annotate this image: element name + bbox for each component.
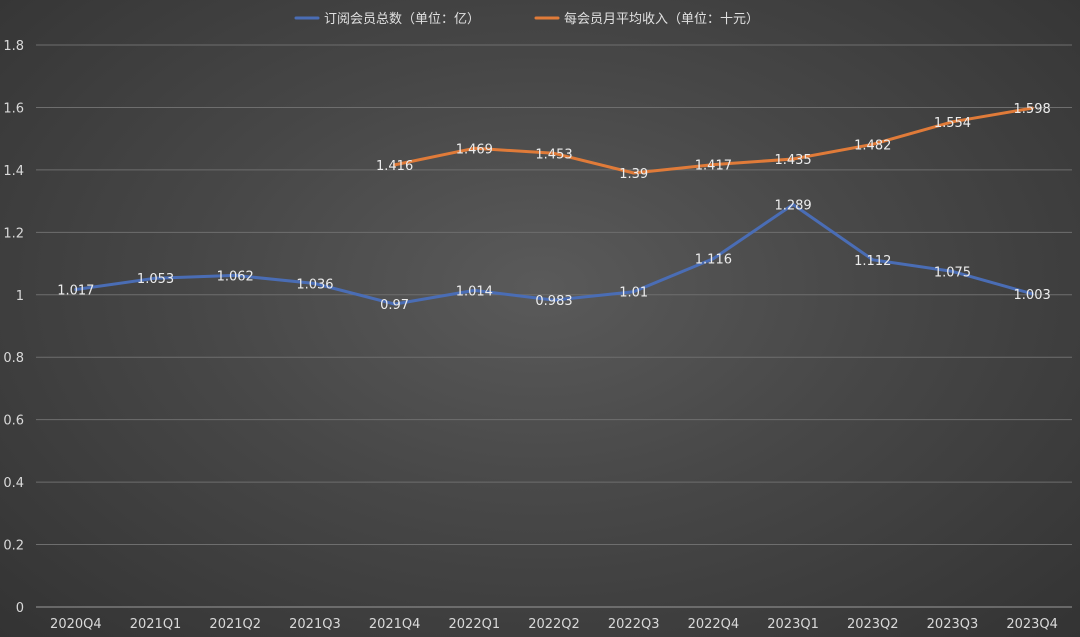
data-label: 1.39 — [619, 167, 648, 182]
data-label: 1.482 — [854, 138, 891, 153]
data-label: 1.554 — [934, 116, 971, 131]
series-point-1 — [472, 146, 476, 150]
series-point-0 — [950, 269, 954, 273]
y-tick-label: 0 — [16, 601, 24, 616]
x-tick-label: 2021Q3 — [289, 617, 341, 632]
y-tick-label: 1.6 — [3, 101, 24, 116]
data-label: 1.289 — [774, 199, 811, 214]
series-point-0 — [154, 276, 158, 280]
y-tick-label: 1.4 — [3, 164, 24, 179]
data-label: 1.053 — [137, 272, 174, 287]
series-point-1 — [950, 120, 954, 124]
series-point-0 — [74, 287, 78, 291]
y-tick-label: 1.8 — [3, 39, 24, 54]
legend-label-0: 订阅会员总数（单位：亿） — [324, 12, 480, 27]
data-label: 1.598 — [1014, 102, 1051, 117]
series-point-0 — [871, 258, 875, 262]
x-tick-label: 2023Q1 — [767, 617, 819, 632]
data-label: 1.075 — [934, 265, 971, 280]
data-label: 1.112 — [854, 254, 891, 269]
x-tick-label: 2022Q4 — [688, 617, 740, 632]
y-tick-label: 0.6 — [3, 414, 24, 429]
x-tick-label: 2023Q4 — [1006, 617, 1058, 632]
data-label: 1.417 — [695, 159, 732, 174]
data-label: 0.97 — [380, 298, 409, 313]
data-label: 1.062 — [217, 269, 254, 284]
x-tick-label: 2021Q1 — [130, 617, 182, 632]
y-tick-label: 1.2 — [3, 226, 24, 241]
series-point-1 — [871, 142, 875, 146]
data-label: 1.036 — [296, 278, 333, 293]
data-label: 1.017 — [57, 283, 94, 298]
x-tick-label: 2022Q2 — [528, 617, 580, 632]
x-tick-label: 2022Q1 — [449, 617, 501, 632]
x-tick-label: 2023Q3 — [927, 617, 979, 632]
series-point-0 — [552, 298, 556, 302]
data-label: 1.416 — [376, 159, 413, 174]
series-point-0 — [1030, 292, 1034, 296]
data-label: 1.435 — [774, 153, 811, 168]
series-point-0 — [393, 302, 397, 306]
series-point-1 — [632, 171, 636, 175]
data-label: 1.469 — [456, 142, 493, 157]
series-point-1 — [711, 163, 715, 167]
y-tick-label: 0.4 — [3, 476, 24, 491]
y-tick-label: 0.2 — [3, 539, 24, 554]
series-point-0 — [472, 288, 476, 292]
x-tick-label: 2020Q4 — [50, 617, 102, 632]
series-point-1 — [1030, 106, 1034, 110]
x-tick-label: 2023Q2 — [847, 617, 899, 632]
series-point-0 — [233, 273, 237, 277]
series-point-0 — [632, 290, 636, 294]
data-label: 0.983 — [535, 294, 572, 309]
data-label: 1.003 — [1014, 288, 1051, 303]
y-tick-label: 0.8 — [3, 351, 24, 366]
series-point-1 — [552, 151, 556, 155]
x-tick-label: 2021Q2 — [209, 617, 261, 632]
series-point-0 — [791, 203, 795, 207]
series-point-0 — [711, 257, 715, 261]
series-point-1 — [791, 157, 795, 161]
x-tick-label: 2022Q3 — [608, 617, 660, 632]
legend-label-1: 每会员月平均收入（单位：十元） — [564, 11, 759, 27]
data-label: 1.01 — [619, 286, 648, 301]
data-label: 1.116 — [695, 253, 732, 268]
x-tick-label: 2021Q4 — [369, 617, 421, 632]
series-point-1 — [393, 163, 397, 167]
y-tick-label: 1 — [16, 289, 24, 304]
data-label: 1.014 — [456, 284, 493, 299]
data-label: 1.453 — [535, 147, 572, 162]
series-point-0 — [313, 282, 317, 286]
